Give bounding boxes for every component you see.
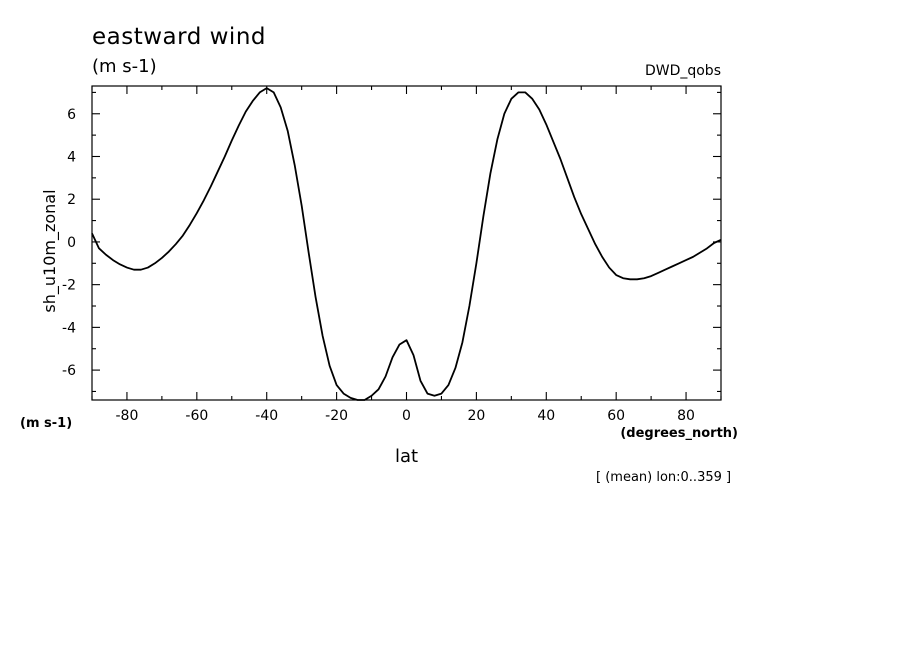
chart-units: (m s-1): [92, 56, 157, 77]
plot-frame: [91, 85, 722, 401]
y-tick-label: -6: [62, 363, 76, 379]
x-tick-label: 60: [607, 408, 625, 424]
x-tick-label: -60: [185, 408, 208, 424]
y-tick-label: 4: [67, 149, 76, 165]
y-tick-label: -4: [62, 320, 76, 336]
x-tick-label: 80: [677, 408, 695, 424]
x-tick-label: 20: [467, 408, 485, 424]
x-tick-label: -40: [255, 408, 278, 424]
y-tick-label: 6: [67, 107, 76, 123]
footnote: [ (mean) lon:0..359 ]: [596, 470, 732, 485]
y-tick-label: -2: [62, 278, 76, 294]
x-tick-label: 40: [537, 408, 555, 424]
x-axis-label: lat: [395, 446, 419, 467]
x-tick-label: -80: [116, 408, 139, 424]
y-tick-label: 2: [67, 192, 76, 208]
source-label: DWD_qobs: [644, 63, 721, 79]
y-tick-label: 0: [67, 235, 76, 251]
x-tick-label: 0: [402, 408, 411, 424]
y-axis-units: (m s-1): [20, 416, 73, 431]
chart-title: eastward wind: [92, 24, 266, 50]
series-line: [91, 87, 722, 401]
x-tick-label: -20: [325, 408, 348, 424]
x-axis-units: (degrees_north): [620, 426, 738, 441]
